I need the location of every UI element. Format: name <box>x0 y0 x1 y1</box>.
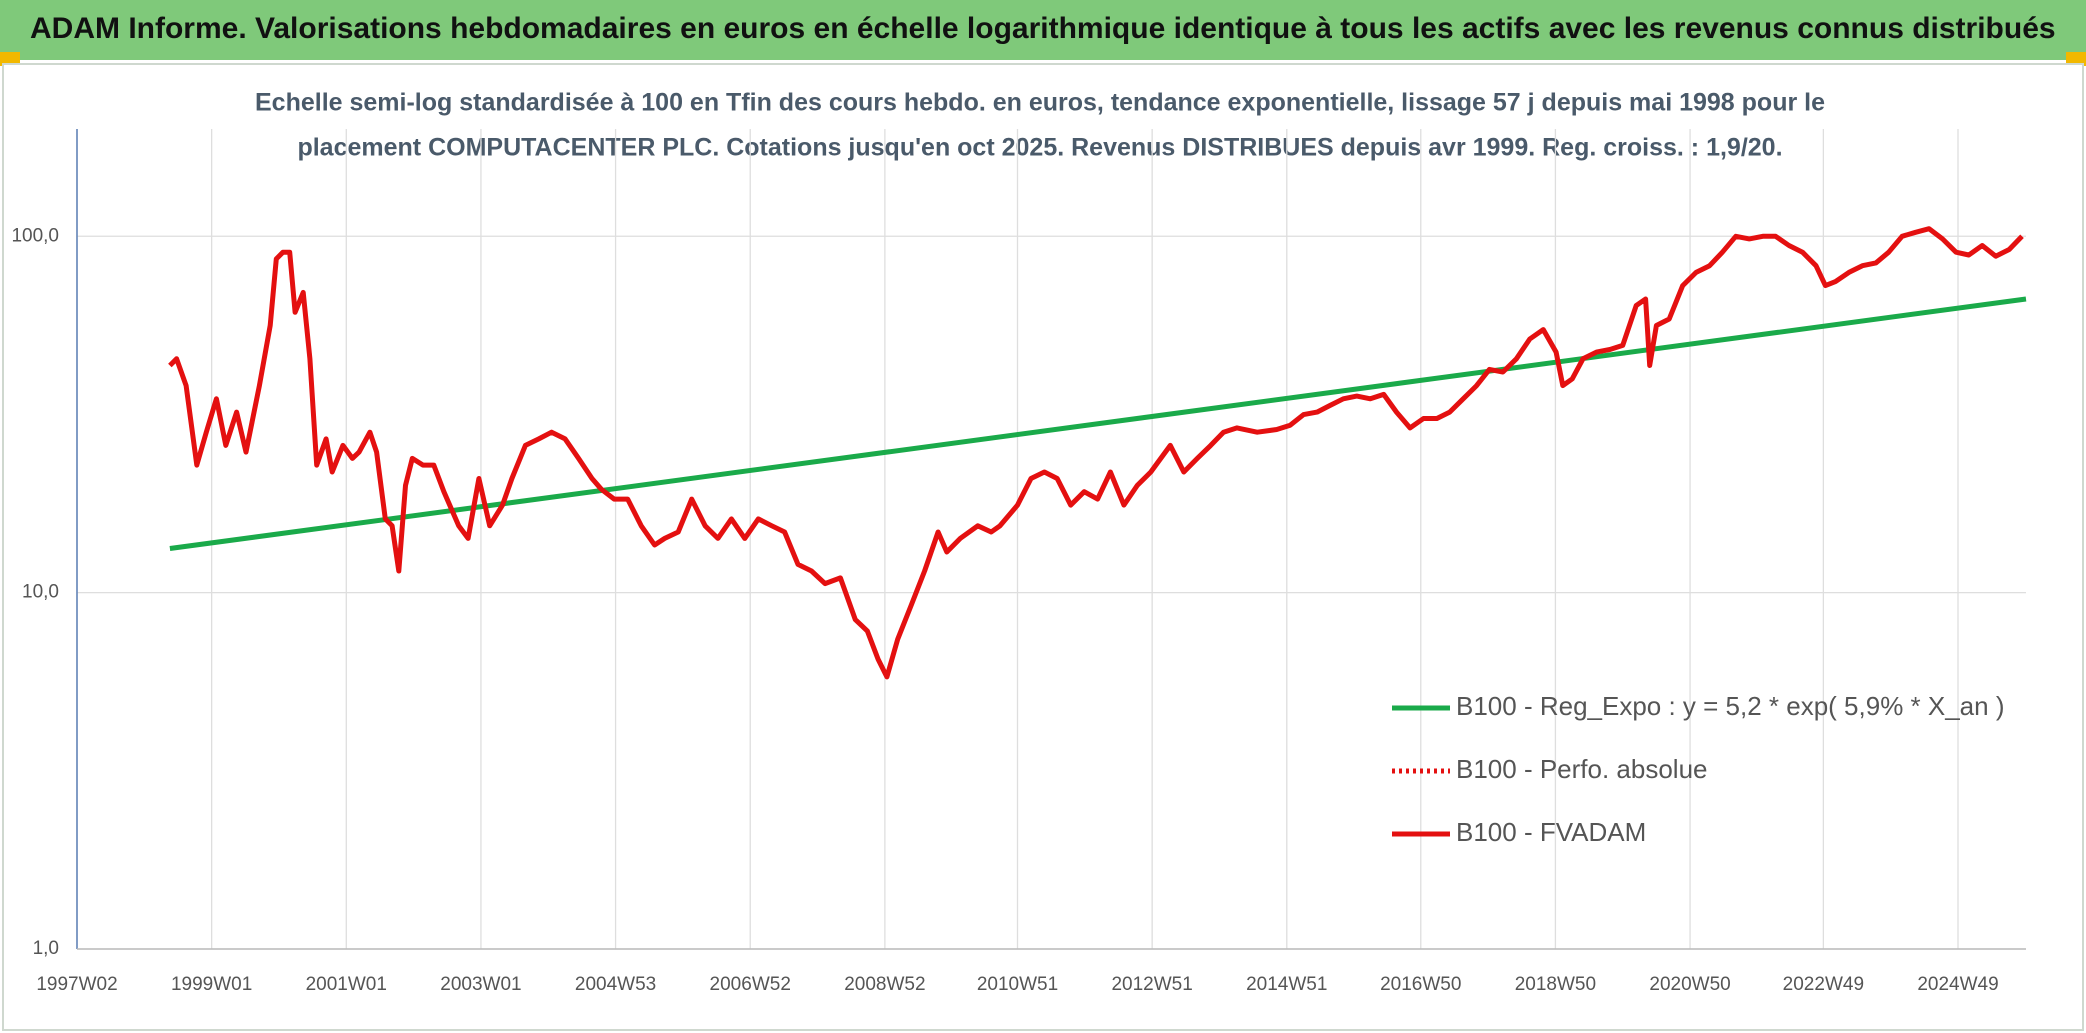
y-tick-label: 10,0 <box>22 582 59 603</box>
corner-mark <box>0 52 20 66</box>
x-tick-label: 2018W50 <box>1515 974 1596 995</box>
x-tick-label: 2001W01 <box>306 974 387 995</box>
x-tick-label: 2010W51 <box>977 974 1058 995</box>
legend-label: B100 - Reg_Expo : y = 5,2 * exp( 5,9% * … <box>1456 691 2005 721</box>
x-tick-label: 1999W01 <box>171 974 252 995</box>
x-tick-label: 2022W49 <box>1783 974 1864 995</box>
x-tick-label: 2012W51 <box>1111 974 1192 995</box>
grid <box>76 129 2026 950</box>
x-tick-label: 2016W50 <box>1380 974 1461 995</box>
plot-area <box>168 226 2027 680</box>
x-tick-label: 2006W52 <box>710 974 791 995</box>
series-line <box>168 226 2024 680</box>
header-bar <box>0 0 2086 60</box>
x-tick-label: 1997W02 <box>36 974 117 995</box>
x-tick-label: 2024W49 <box>1917 974 1998 995</box>
x-tick-label: 2003W01 <box>440 974 521 995</box>
chart-title: placement COMPUTACENTER PLC. Cotations j… <box>297 134 1782 162</box>
x-tick-label: 2004W53 <box>575 974 656 995</box>
legend-label: B100 - Perfo. absolue <box>1456 754 1708 784</box>
x-tick-label: 2008W52 <box>844 974 925 995</box>
x-tick-label: 2020W50 <box>1649 974 1730 995</box>
series-line <box>169 296 2027 551</box>
y-tick-label: 100,0 <box>11 225 59 246</box>
y-tick-label: 1,0 <box>33 938 59 959</box>
x-tick-label: 2014W51 <box>1246 974 1327 995</box>
chart-frame <box>2 63 2084 1031</box>
header-title: ADAM Informe. Valorisations hebdomadaire… <box>30 12 2056 45</box>
corner-mark <box>2066 52 2086 66</box>
chart-title: Echelle semi-log standardisée à 100 en T… <box>255 89 1825 117</box>
legend-label: B100 - FVADAM <box>1456 817 1646 847</box>
